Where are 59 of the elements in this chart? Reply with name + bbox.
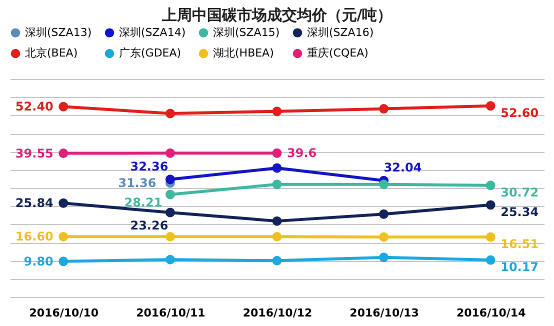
data-label: 25.84 (15, 196, 54, 210)
data-label: 16.51 (500, 237, 539, 252)
point (58, 256, 68, 266)
point (272, 256, 282, 266)
x-tick-label: 2016/10/13 (350, 306, 419, 320)
data-label: 23.26 (130, 218, 168, 232)
legend-label: 重庆(CQEA) (307, 46, 368, 60)
point (165, 190, 175, 200)
point (272, 106, 282, 116)
x-tick-label: 2016/10/11 (136, 306, 206, 320)
data-label: 28.21 (124, 196, 162, 210)
legend-label: 广东(GDEA) (119, 46, 182, 60)
point (486, 255, 496, 265)
point (486, 180, 496, 190)
data-label: 16.60 (15, 230, 54, 244)
point (165, 148, 175, 158)
data-label: 9.80 (24, 254, 54, 268)
data-label: 39.6 (287, 146, 317, 160)
data-label: 31.36 (118, 176, 156, 190)
chart-title: 上周中国碳市场成交均价（元/吨） (160, 6, 392, 24)
point (165, 174, 175, 184)
data-label: 52.60 (500, 106, 539, 120)
x-tick-label: 2016/10/12 (242, 306, 312, 320)
point (486, 101, 496, 111)
point (165, 232, 175, 242)
legend-label: 湖北(HBEA) (213, 46, 274, 60)
point (486, 232, 496, 242)
data-label: 32.04 (384, 160, 422, 175)
legend-label: 深圳(SZA14) (119, 26, 186, 39)
point (165, 254, 175, 264)
x-tick-label: 2016/10/14 (456, 306, 526, 320)
point (379, 180, 389, 190)
data-label: 10.17 (500, 260, 539, 274)
point (272, 163, 282, 173)
point (58, 148, 68, 158)
point (165, 208, 175, 218)
legend-label: 北京(BEA) (25, 46, 78, 60)
data-label: 52.40 (15, 100, 54, 114)
point (272, 216, 282, 226)
point (165, 108, 175, 118)
point (486, 200, 496, 210)
point (272, 232, 282, 242)
legend-label: 深圳(SZA13) (25, 26, 92, 39)
x-tick-label: 2016/10/10 (29, 306, 99, 320)
point (58, 198, 68, 208)
point (379, 252, 389, 262)
point (379, 232, 389, 242)
legend-label: 深圳(SZA16) (307, 26, 374, 39)
data-label: 30.72 (500, 185, 539, 200)
legend-label: 深圳(SZA15) (213, 26, 280, 39)
point (379, 104, 389, 114)
point (272, 148, 282, 158)
point (58, 102, 68, 112)
point (58, 232, 68, 242)
point (379, 209, 389, 219)
point (272, 180, 282, 190)
data-label: 32.36 (130, 159, 168, 174)
data-label: 39.55 (15, 146, 54, 160)
data-label: 25.34 (500, 204, 539, 219)
